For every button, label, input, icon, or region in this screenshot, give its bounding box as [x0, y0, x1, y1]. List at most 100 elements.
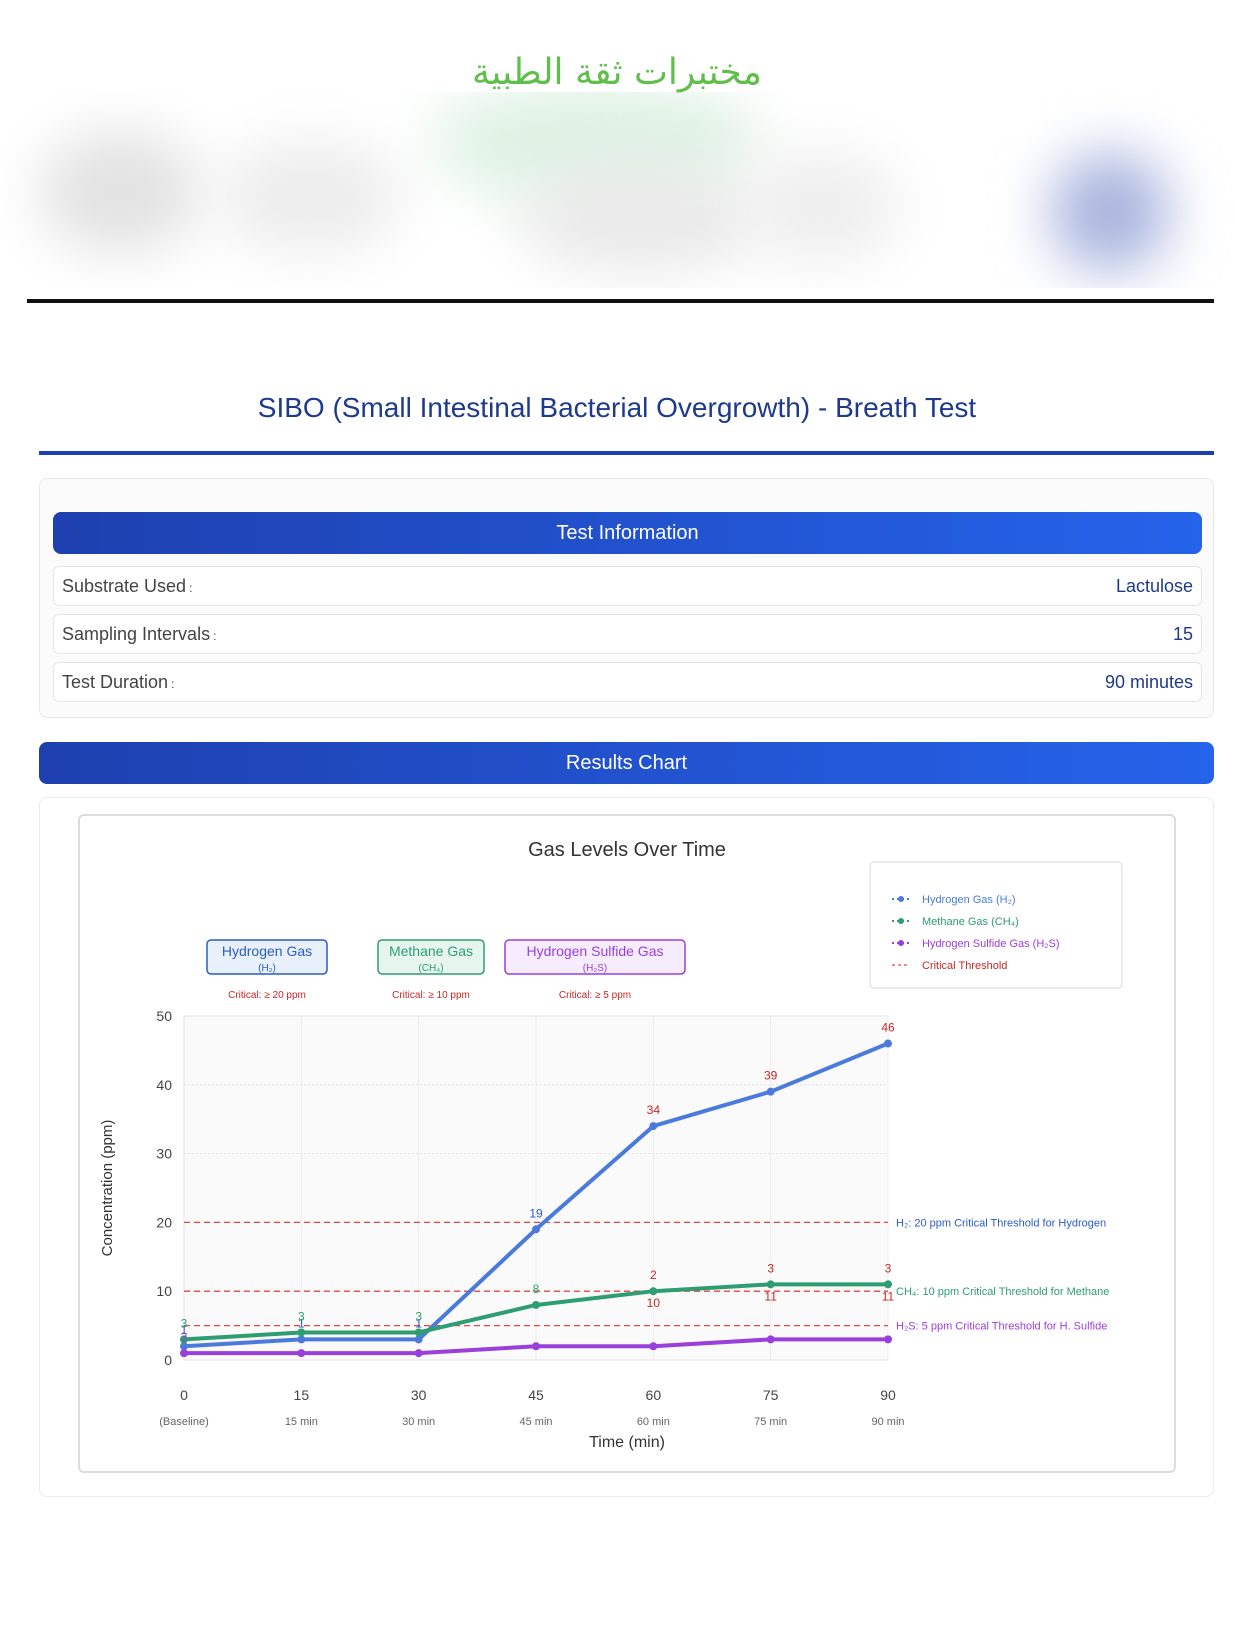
data-label: 3: [298, 1309, 305, 1323]
legend-box: [869, 861, 1123, 989]
data-point: [180, 1349, 188, 1358]
data-point: [180, 1342, 188, 1351]
annotation-formula: (H₂S): [583, 963, 607, 974]
data-label: 39: [764, 1069, 778, 1083]
annotation-critical: Critical: ≥ 20 ppm: [228, 990, 306, 1001]
data-point: [297, 1349, 306, 1358]
header-divider: [27, 299, 1214, 303]
info-label: Sampling Intervals:: [62, 623, 217, 644]
data-point: [414, 1328, 423, 1337]
data-label: 11: [764, 1289, 777, 1303]
chart-title: Gas Levels Over Time: [528, 839, 726, 861]
data-label: 34: [647, 1103, 661, 1117]
annotation-box: [206, 939, 328, 975]
data-point: [414, 1335, 423, 1344]
results-heading: Results Chart: [39, 742, 1214, 784]
blurred-header-region: [0, 92, 1234, 288]
info-row-substrate: Substrate Used: Lactulose: [53, 566, 1202, 606]
info-row-sampling: Sampling Intervals: 15: [53, 614, 1202, 654]
legend-label: Hydrogen Sulfide Gas (H₂S): [922, 938, 1060, 950]
data-point: [649, 1122, 658, 1131]
data-label: 3: [181, 1316, 188, 1330]
legend-label: Methane Gas (CH₄): [922, 916, 1019, 928]
y-tick-label: 50: [156, 1008, 172, 1024]
data-label: 3: [181, 1330, 188, 1344]
data-label: 3: [767, 1261, 774, 1275]
annotation-box: [377, 939, 485, 975]
data-label: 1: [415, 1316, 422, 1330]
data-point: [884, 1039, 892, 1048]
gas-levels-chart: 0 10 20 30 40 50 0 (Baseline) 15 15 min 30 30 min 45…: [99, 839, 1123, 1451]
annotation-critical: Critical: ≥ 10 ppm: [392, 990, 470, 1001]
data-label: 19: [529, 1206, 543, 1220]
data-point: [884, 1335, 892, 1344]
x-tick-label: 0: [180, 1387, 188, 1403]
legend-label: Critical Threshold: [922, 960, 1007, 972]
x-tick-label: 60: [646, 1387, 662, 1403]
info-value: 15: [1172, 623, 1193, 644]
y-tick-label: 40: [156, 1077, 172, 1093]
x-tick-sublabel: 90 min: [871, 1416, 904, 1428]
x-tick-sublabel: 60 min: [637, 1416, 670, 1428]
data-point: [766, 1087, 775, 1096]
x-tick-label: 45: [528, 1387, 544, 1403]
data-label: 1: [181, 1323, 188, 1337]
x-tick-sublabel: 30 min: [402, 1416, 435, 1428]
data-label: 46: [881, 1021, 895, 1035]
data-label: 8: [533, 1282, 540, 1296]
data-label: 3: [415, 1309, 422, 1323]
annotation-title: Hydrogen Sulfide Gas: [527, 943, 664, 959]
data-label: 3: [885, 1261, 892, 1275]
x-tick-label: 30: [411, 1387, 427, 1403]
data-label: 11: [882, 1289, 895, 1303]
lab-logo-text: مختبرات ثقة الطبية: [472, 52, 762, 93]
chart-frame: 0 10 20 30 40 50 0 (Baseline) 15 15 min 30 30 min 45…: [78, 814, 1176, 1473]
threshold-label: CH₄: 10 ppm Critical Threshold for Metha…: [896, 1286, 1109, 1298]
legend-marker: [898, 918, 904, 924]
test-info-card: Test Information Substrate Used: Lactulo…: [39, 478, 1214, 718]
data-label: 2: [650, 1268, 657, 1282]
x-tick-sublabel: (Baseline): [159, 1416, 209, 1428]
data-point: [532, 1342, 540, 1351]
x-tick-sublabel: 45 min: [519, 1416, 552, 1428]
annotation-box: [504, 939, 686, 975]
x-tick-label: 75: [763, 1387, 779, 1403]
data-point: [766, 1335, 775, 1344]
data-point: [297, 1328, 306, 1337]
info-label: Substrate Used:: [62, 575, 193, 596]
info-value: Lactulose: [1115, 575, 1193, 596]
info-value: 90 minutes: [1104, 671, 1193, 692]
threshold-label: H₂: 20 ppm Critical Threshold for Hydrog…: [896, 1217, 1106, 1229]
annotation-formula: (H₂): [258, 963, 276, 974]
annotation-formula: (CH₄): [418, 963, 443, 974]
lab-header: مختبرات ثقة الطبية: [0, 0, 1234, 303]
test-info-heading: Test Information: [53, 512, 1202, 554]
data-label: 10: [647, 1296, 661, 1310]
results-chart-card: 0 10 20 30 40 50 0 (Baseline) 15 15 min 30 30 min 45…: [39, 797, 1214, 1497]
data-point: [414, 1349, 423, 1358]
y-axis-title: Concentration (ppm): [99, 1120, 116, 1257]
x-axis-title: Time (min): [589, 1434, 665, 1451]
x-tick-label: 15: [294, 1387, 310, 1403]
data-point: [766, 1280, 775, 1289]
legend-label: Hydrogen Gas (H₂): [922, 894, 1016, 906]
data-point: [884, 1280, 892, 1289]
y-tick-label: 10: [156, 1283, 172, 1299]
data-label: 1: [298, 1316, 305, 1330]
title-divider: [39, 451, 1214, 455]
data-point: [649, 1287, 658, 1296]
info-label: Test Duration:: [62, 671, 175, 692]
annotation-title: Methane Gas: [389, 943, 473, 959]
y-tick-label: 30: [156, 1146, 172, 1162]
legend-marker: [898, 896, 904, 902]
data-point: [532, 1225, 540, 1234]
y-tick-label: 0: [164, 1352, 172, 1368]
data-point: [532, 1300, 540, 1309]
x-tick-label: 90: [880, 1387, 896, 1403]
threshold-label: H₂S: 5 ppm Critical Threshold for H. Sul…: [896, 1321, 1107, 1333]
annotation-critical: Critical: ≥ 5 ppm: [559, 990, 631, 1001]
x-tick-sublabel: 75 min: [754, 1416, 787, 1428]
data-point: [297, 1335, 306, 1344]
annotation-title: Hydrogen Gas: [222, 943, 312, 959]
data-point: [649, 1342, 658, 1351]
